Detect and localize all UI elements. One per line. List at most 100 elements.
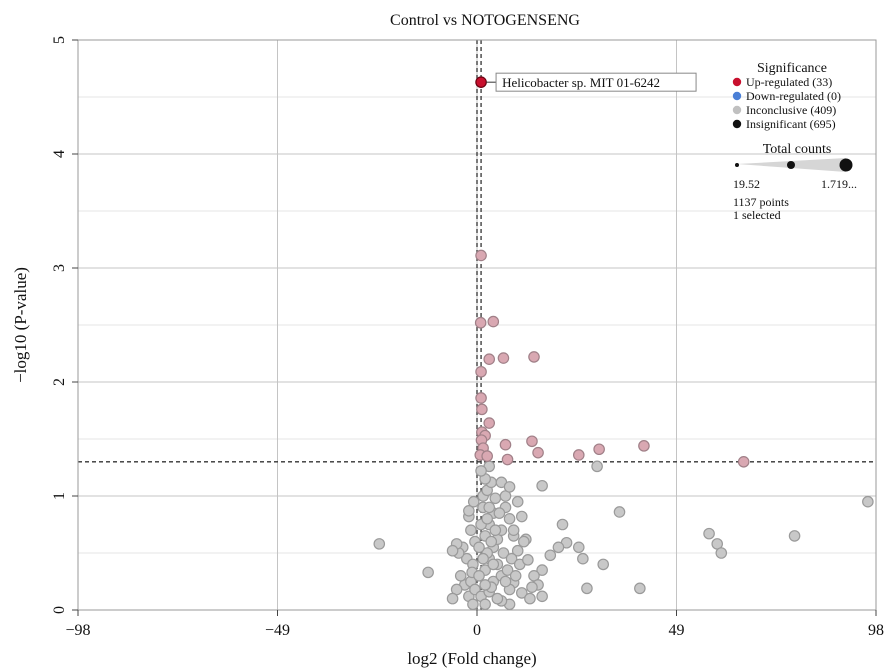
point-inconclusive[interactable] (497, 547, 510, 559)
point-inconclusive[interactable] (505, 552, 518, 565)
point-inconclusive[interactable] (467, 598, 479, 611)
point-inconclusive[interactable] (477, 552, 489, 565)
point-inconclusive[interactable] (511, 544, 524, 557)
point-up-regulated[interactable] (501, 453, 514, 466)
point-inconclusive[interactable] (788, 530, 801, 542)
point-inconclusive[interactable] (491, 592, 504, 605)
legend-item-label: Up-regulated (33) (746, 75, 832, 89)
point-inconclusive[interactable] (522, 554, 534, 566)
size-min-label: 19.52 (733, 177, 760, 191)
point-inconclusive[interactable] (446, 592, 459, 605)
point-inconclusive[interactable] (577, 552, 589, 565)
size-max-label: 1.719... (821, 177, 857, 191)
point-inconclusive[interactable] (473, 541, 485, 554)
point-inconclusive[interactable] (507, 524, 520, 536)
point-inconclusive[interactable] (715, 547, 728, 559)
point-inconclusive[interactable] (518, 535, 530, 548)
point-inconclusive[interactable] (536, 590, 548, 603)
point-up-regulated[interactable] (499, 438, 512, 451)
legend-marker (732, 91, 742, 101)
point-up-regulated[interactable] (737, 455, 750, 468)
point-up-regulated[interactable] (483, 353, 496, 365)
point-inconclusive[interactable] (503, 512, 516, 525)
point-inconclusive[interactable] (485, 535, 498, 548)
point-up-regulated[interactable] (497, 352, 510, 364)
point-up-regulated[interactable] (474, 316, 487, 329)
point-up-regulated[interactable] (526, 435, 538, 448)
point-inconclusive[interactable] (581, 582, 593, 595)
point-inconclusive[interactable] (503, 481, 516, 493)
point-inconclusive[interactable] (591, 460, 603, 473)
point-up-regulated[interactable] (475, 392, 487, 404)
point-inconclusive[interactable] (493, 507, 506, 519)
point-inconclusive[interactable] (526, 581, 538, 593)
point-up-regulated[interactable] (476, 403, 488, 416)
point-up-regulated[interactable] (528, 351, 540, 363)
point-inconclusive[interactable] (483, 501, 496, 514)
point-inconclusive[interactable] (475, 465, 487, 477)
point-inconclusive[interactable] (446, 544, 459, 557)
point-inconclusive[interactable] (489, 492, 502, 505)
x-tick-label: −49 (265, 622, 290, 639)
point-inconclusive[interactable] (572, 541, 585, 554)
size-medium-dot (787, 161, 795, 169)
legend-items: Up-regulated (33)Down-regulated (0)Incon… (732, 75, 841, 131)
point-annotation: Helicobacter sp. MIT 01-6242 (486, 72, 697, 92)
point-inconclusive[interactable] (703, 527, 715, 540)
point-inconclusive[interactable] (552, 541, 565, 554)
point-inconclusive[interactable] (515, 510, 528, 523)
point-inconclusive[interactable] (463, 505, 475, 517)
point-inconclusive[interactable] (487, 558, 500, 571)
point-inconclusive[interactable] (524, 592, 536, 605)
point-inconclusive[interactable] (454, 569, 467, 582)
size-large-dot (839, 158, 853, 172)
y-tick-label: 4 (51, 150, 68, 158)
point-inconclusive[interactable] (473, 569, 485, 582)
legend-item-label: Down-regulated (0) (746, 89, 841, 103)
y-tick-label: 3 (51, 264, 68, 272)
annotation-box (495, 72, 697, 92)
y-axis-label: −log10 (P-value) (11, 267, 30, 383)
point-inconclusive[interactable] (544, 549, 557, 562)
point-inconclusive[interactable] (509, 569, 522, 582)
point-selected[interactable] (475, 76, 487, 88)
point-inconclusive[interactable] (479, 579, 491, 591)
point-up-regulated[interactable] (593, 443, 605, 456)
selected-count: 1 selected (733, 208, 781, 222)
legend-marker (732, 105, 742, 115)
point-up-regulated[interactable] (475, 365, 487, 378)
point-inconclusive[interactable] (634, 582, 646, 595)
point-up-regulated[interactable] (638, 440, 650, 452)
axis-ticks: −98 −49 0 49 98 0 1 2 3 4 5 (51, 36, 884, 639)
point-inconclusive[interactable] (536, 564, 548, 576)
x-axis-label: log2 (Fold change) (407, 649, 536, 668)
point-inconclusive[interactable] (613, 506, 626, 518)
point-inconclusive[interactable] (515, 587, 528, 599)
point-inconclusive[interactable] (499, 575, 512, 588)
point-inconclusive[interactable] (481, 512, 493, 525)
point-inconclusive[interactable] (862, 495, 874, 508)
point-up-regulated[interactable] (532, 446, 544, 459)
point-inconclusive[interactable] (501, 564, 514, 576)
point-inconclusive[interactable] (536, 479, 548, 492)
legend: Significance Up-regulated (33)Down-regul… (732, 61, 857, 222)
point-up-regulated[interactable] (481, 450, 493, 462)
legend-item-label: Insignificant (695) (746, 117, 836, 131)
size-small-dot (735, 163, 739, 167)
point-up-regulated[interactable] (572, 449, 585, 461)
data-points[interactable] (373, 76, 874, 611)
point-inconclusive[interactable] (467, 495, 480, 508)
point-up-regulated[interactable] (487, 315, 500, 328)
point-up-regulated[interactable] (483, 417, 496, 429)
point-inconclusive[interactable] (489, 524, 502, 536)
point-inconclusive[interactable] (465, 524, 477, 536)
x-tick-label: −98 (65, 622, 90, 639)
point-inconclusive[interactable] (479, 598, 491, 611)
point-inconclusive[interactable] (597, 558, 610, 571)
point-inconclusive[interactable] (422, 566, 434, 579)
point-inconclusive[interactable] (511, 495, 524, 508)
point-inconclusive[interactable] (373, 538, 386, 550)
point-up-regulated[interactable] (475, 249, 487, 262)
annotation-label: Helicobacter sp. MIT 01-6242 (502, 75, 660, 90)
point-inconclusive[interactable] (556, 518, 569, 531)
